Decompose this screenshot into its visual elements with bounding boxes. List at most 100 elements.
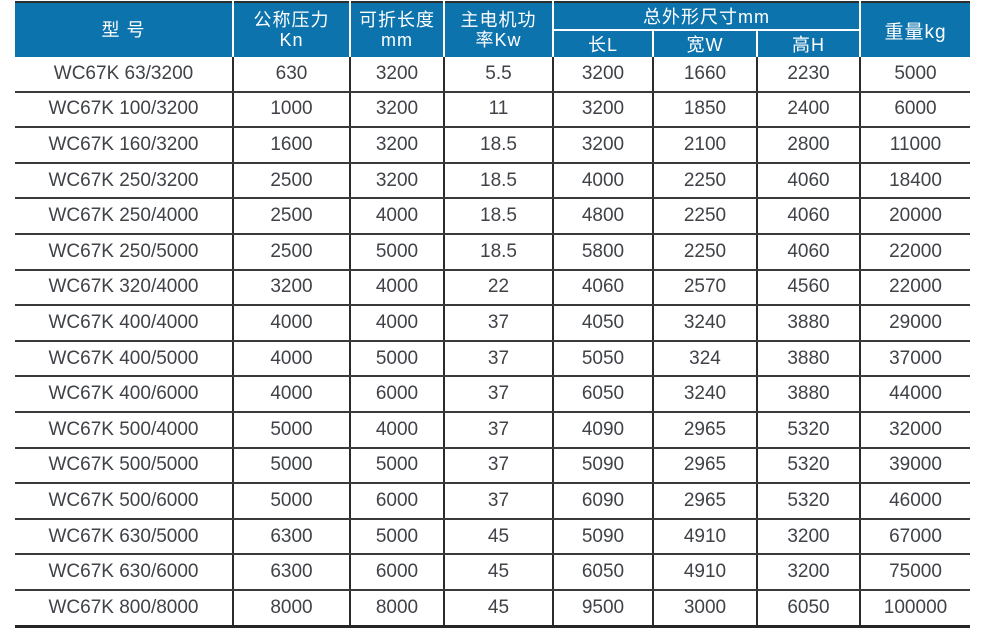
cell-model: WC67K 100/3200 — [15, 91, 233, 129]
cell-fold-length: 4000 — [349, 198, 444, 235]
cell-height-h: 5320 — [756, 447, 860, 485]
cell-height-h: 3880 — [756, 376, 860, 413]
cell-fold-length: 5000 — [349, 518, 444, 556]
cell-width-w: 2965 — [652, 447, 757, 485]
cell-width-w: 2965 — [652, 483, 757, 520]
cell-pressure: 2500 — [232, 162, 350, 200]
cell-weight: 22000 — [859, 269, 970, 307]
header-fold-length-line1: 可折长度 — [359, 9, 435, 30]
cell-length-l: 5800 — [552, 233, 653, 271]
table-row: WC67K 160/3200 1600 3200 18.5 3200 2100 2800 11… — [15, 127, 970, 164]
table-row: WC67K 400/4000 4000 4000 37 4050 3240 3880 2900… — [15, 305, 970, 342]
cell-pressure: 1000 — [232, 91, 350, 129]
cell-fold-length: 8000 — [349, 589, 444, 628]
cell-pressure: 5000 — [232, 411, 350, 449]
cell-weight: 22000 — [859, 233, 970, 271]
cell-weight: 20000 — [859, 198, 970, 235]
cell-model: WC67K 320/4000 — [15, 269, 233, 307]
cell-width-w: 2100 — [652, 127, 757, 164]
cell-length-l: 5090 — [552, 518, 653, 556]
cell-length-l: 3200 — [552, 91, 653, 129]
header-pressure: 公称压力 Kn — [232, 2, 350, 57]
cell-height-h: 3200 — [756, 518, 860, 556]
table-row: WC67K 250/4000 2500 4000 18.5 4800 2250 4060 20… — [15, 198, 970, 235]
cell-height-h: 3880 — [756, 305, 860, 342]
table-row: WC67K 320/4000 3200 4000 22 4060 2570 4560 2200… — [15, 269, 970, 307]
cell-fold-length: 3200 — [349, 162, 444, 200]
cell-fold-length: 5000 — [349, 233, 444, 271]
header-pressure-line1: 公称压力 — [253, 9, 330, 30]
cell-motor-power: 37 — [443, 411, 553, 449]
cell-fold-length: 3200 — [349, 91, 444, 129]
cell-fold-length: 6000 — [349, 376, 444, 413]
cell-length-l: 6050 — [552, 554, 653, 591]
cell-width-w: 2250 — [652, 233, 757, 271]
cell-weight: 44000 — [859, 376, 970, 413]
cell-motor-power: 37 — [443, 340, 553, 378]
cell-length-l: 3200 — [552, 57, 653, 93]
cell-height-h: 4560 — [756, 269, 860, 307]
cell-weight: 75000 — [859, 554, 970, 591]
spec-table: 型 号 公称压力 Kn 可折长度 mm 主电机功 率Kw 总外形尺寸mm 重量k… — [15, 1, 970, 628]
cell-length-l: 5050 — [552, 340, 653, 378]
cell-width-w: 1660 — [652, 57, 757, 93]
cell-fold-length: 5000 — [349, 447, 444, 485]
cell-model: WC67K 500/6000 — [15, 483, 233, 520]
cell-width-w: 4910 — [652, 554, 757, 591]
cell-pressure: 1600 — [232, 127, 350, 164]
table-row: WC67K 63/3200 630 3200 5.5 3200 1660 2230 5000 — [15, 57, 970, 93]
cell-model: WC67K 160/3200 — [15, 127, 233, 164]
table-row: WC67K 500/5000 5000 5000 37 5090 2965 5320 3900… — [15, 447, 970, 485]
header-height-h: 高H — [756, 30, 860, 57]
table-row: WC67K 100/3200 1000 3200 11 3200 1850 2400 6000 — [15, 91, 970, 129]
cell-model: WC67K 400/6000 — [15, 376, 233, 413]
cell-fold-length: 3200 — [349, 57, 444, 93]
table-row: WC67K 400/5000 4000 5000 37 5050 324 3880 37000 — [15, 340, 970, 378]
cell-length-l: 5090 — [552, 447, 653, 485]
cell-pressure: 2500 — [232, 198, 350, 235]
header-motor-power: 主电机功 率Kw — [443, 2, 553, 57]
header-model: 型 号 — [15, 2, 233, 57]
table-row: WC67K 800/8000 8000 8000 45 9500 3000 6050 1000… — [15, 589, 970, 628]
cell-fold-length: 4000 — [349, 269, 444, 307]
table-row: WC67K 250/3200 2500 3200 18.5 4000 2250 4060 18… — [15, 162, 970, 200]
cell-weight: 32000 — [859, 411, 970, 449]
cell-model: WC67K 500/4000 — [15, 411, 233, 449]
cell-length-l: 9500 — [552, 589, 653, 628]
cell-width-w: 2570 — [652, 269, 757, 307]
cell-width-w: 3240 — [652, 305, 757, 342]
cell-pressure: 4000 — [232, 340, 350, 378]
header-weight: 重量kg — [859, 2, 970, 57]
cell-height-h: 3200 — [756, 554, 860, 591]
header-length-l: 长L — [552, 30, 653, 57]
cell-pressure: 4000 — [232, 376, 350, 413]
cell-pressure: 5000 — [232, 483, 350, 520]
header-fold-length: 可折长度 mm — [349, 2, 444, 57]
cell-width-w: 4910 — [652, 518, 757, 556]
cell-weight: 39000 — [859, 447, 970, 485]
cell-fold-length: 6000 — [349, 483, 444, 520]
cell-motor-power: 37 — [443, 483, 553, 520]
cell-weight: 6000 — [859, 91, 970, 129]
cell-length-l: 3200 — [552, 127, 653, 164]
cell-model: WC67K 250/4000 — [15, 198, 233, 235]
table-row: WC67K 400/6000 4000 6000 37 6050 3240 3880 4400… — [15, 376, 970, 413]
cell-width-w: 2965 — [652, 411, 757, 449]
cell-model: WC67K 800/8000 — [15, 589, 233, 628]
cell-height-h: 4060 — [756, 198, 860, 235]
cell-motor-power: 37 — [443, 447, 553, 485]
cell-model: WC67K 63/3200 — [15, 57, 233, 93]
cell-width-w: 324 — [652, 340, 757, 378]
cell-weight: 67000 — [859, 518, 970, 556]
cell-height-h: 5320 — [756, 411, 860, 449]
cell-weight: 18400 — [859, 162, 970, 200]
cell-model: WC67K 250/3200 — [15, 162, 233, 200]
cell-pressure: 2500 — [232, 233, 350, 271]
table-row: WC67K 250/5000 2500 5000 18.5 5800 2250 4060 22… — [15, 233, 970, 271]
cell-height-h: 2230 — [756, 57, 860, 93]
cell-fold-length: 4000 — [349, 305, 444, 342]
cell-pressure: 3200 — [232, 269, 350, 307]
table-row: WC67K 500/6000 5000 6000 37 6090 2965 5320 4600… — [15, 483, 970, 520]
header-width-w: 宽W — [652, 30, 757, 57]
